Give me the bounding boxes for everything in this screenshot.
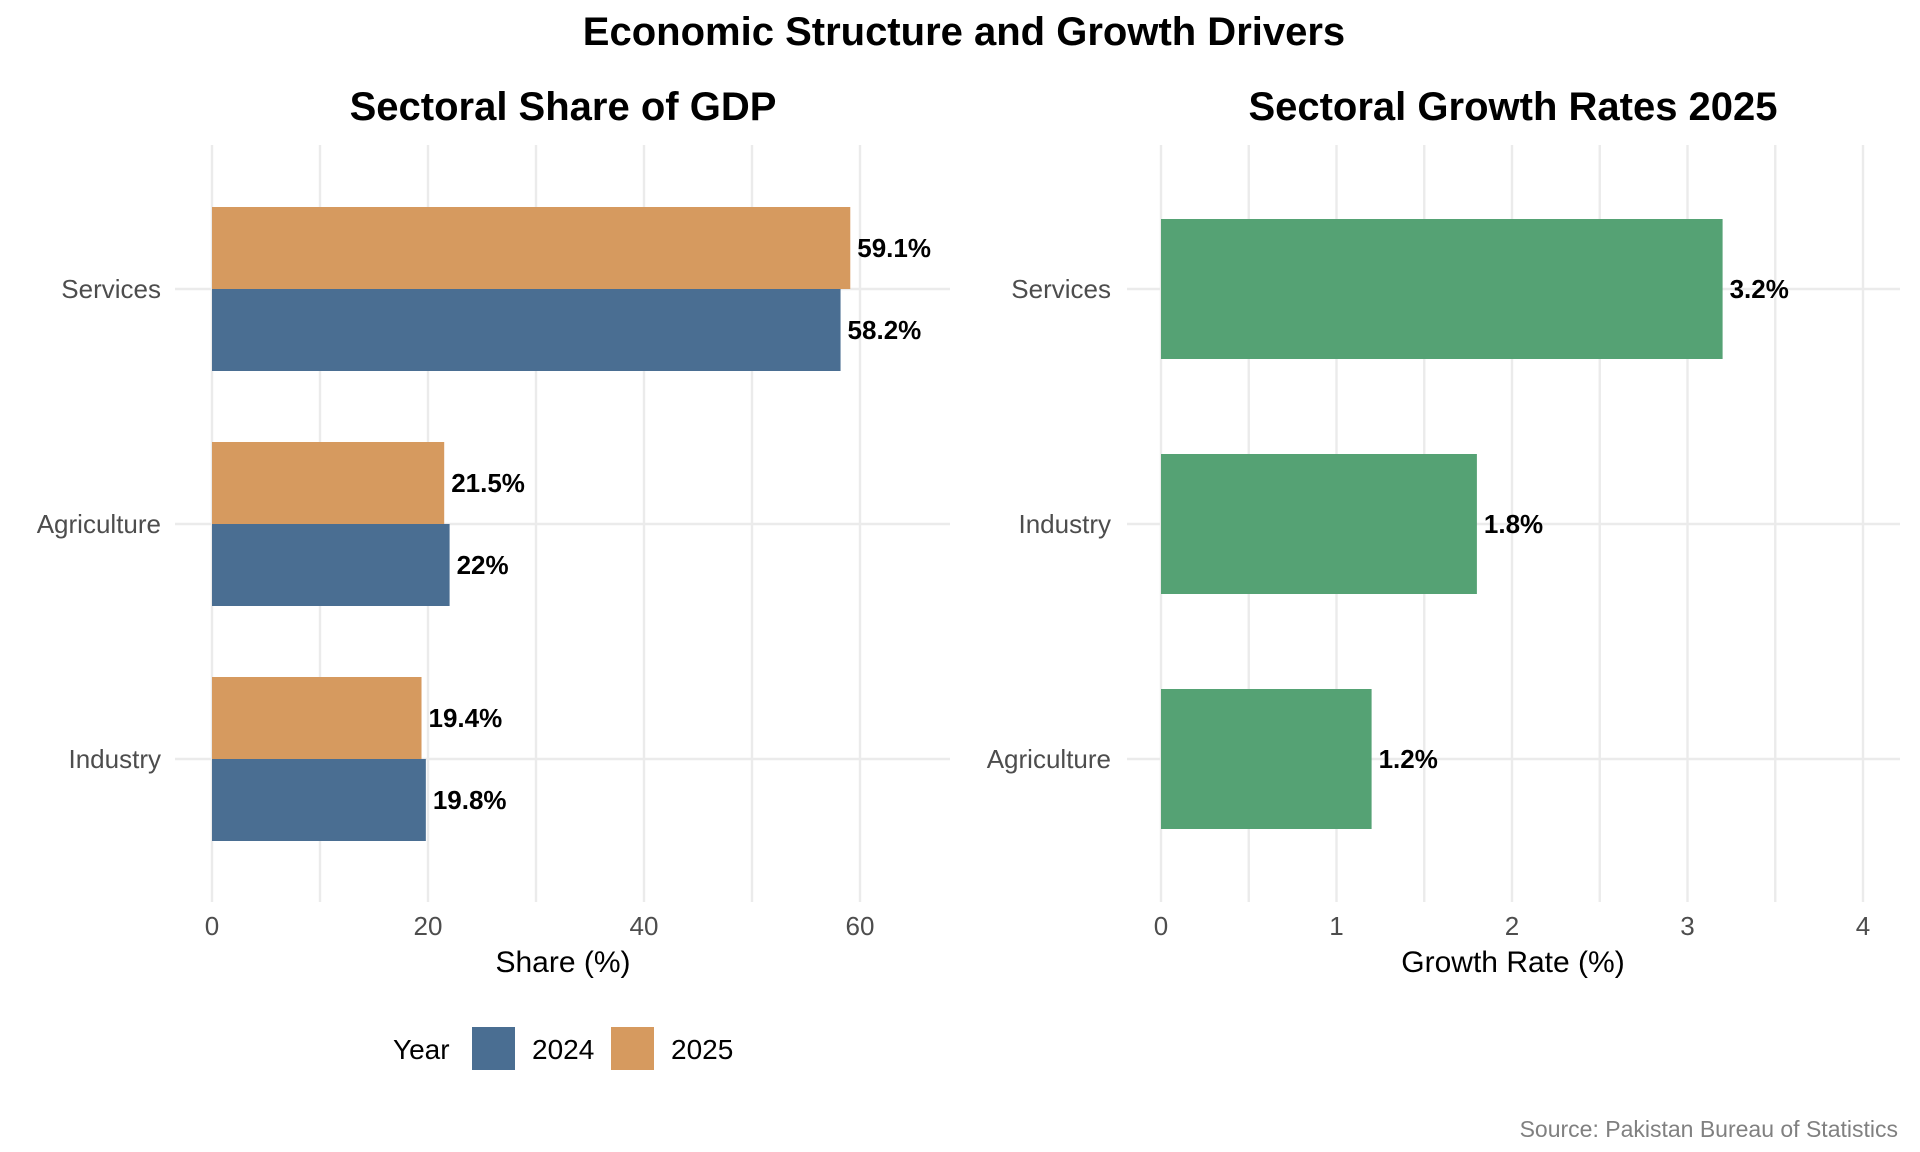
growth-value-label-services: 3.2%: [1730, 274, 1789, 304]
share-x-tick-label: 60: [846, 911, 875, 941]
share-x-axis-title: Share (%): [495, 946, 630, 979]
share-y-tick-label-agriculture: Agriculture: [37, 509, 161, 539]
growth-x-tick-label: 2: [1505, 911, 1519, 941]
growth-y-tick-label-services: Services: [1011, 274, 1111, 304]
growth-panel-title: Sectoral Growth Rates 2025: [1248, 85, 1777, 129]
growth-value-label-agriculture: 1.2%: [1379, 744, 1438, 774]
legend-label-2024: 2024: [532, 1034, 594, 1065]
growth-y-tick-label-industry: Industry: [1019, 509, 1112, 539]
share-y-tick-label-industry: Industry: [69, 744, 162, 774]
figure-title: Economic Structure and Growth Drivers: [583, 10, 1345, 54]
share-panel-title: Sectoral Share of GDP: [350, 85, 777, 129]
growth-panel: Sectoral Growth Rates 2025 3.2%1.8%1.2% …: [987, 85, 1900, 979]
share-value-label-services-2025: 59.1%: [857, 233, 931, 263]
share-value-label-services-2024: 58.2%: [848, 315, 922, 345]
share-bar-services-2024: [212, 289, 841, 371]
legend-swatch-2024: [472, 1027, 515, 1070]
share-value-label-agriculture-2024: 22%: [457, 550, 509, 580]
legend-label-2025: 2025: [671, 1034, 733, 1065]
growth-x-tick-label: 1: [1329, 911, 1343, 941]
legend-swatch-2025: [611, 1027, 654, 1070]
share-bar-industry-2024: [212, 759, 426, 841]
share-panel: Sectoral Share of GDP 58.2% 59.1% 22% 21.5%…: [37, 85, 950, 979]
share-bar-industry-2025: [212, 677, 422, 759]
growth-bar-services: [1161, 219, 1723, 359]
share-value-label-industry-2025: 19.4%: [429, 703, 503, 733]
growth-x-tick-label: 4: [1856, 911, 1870, 941]
share-bar-agriculture-2024: [212, 524, 450, 606]
share-value-label-industry-2024: 19.8%: [433, 785, 507, 815]
growth-y-tick-label-agriculture: Agriculture: [987, 744, 1111, 774]
share-x-tick-label: 20: [414, 911, 443, 941]
growth-x-tick-label: 0: [1154, 911, 1168, 941]
source-caption: Source: Pakistan Bureau of Statistics: [1520, 1116, 1898, 1142]
share-bar-agriculture-2025: [212, 442, 445, 524]
growth-bar-industry: [1161, 454, 1477, 594]
growth-x-tick-label: 3: [1680, 911, 1694, 941]
share-x-tick-label: 0: [205, 911, 219, 941]
share-x-tick-label: 40: [630, 911, 659, 941]
growth-bar-agriculture: [1161, 689, 1372, 829]
share-y-tick-label-services: Services: [61, 274, 161, 304]
legend-title: Year: [393, 1034, 450, 1065]
legend: Year 2024 2025: [393, 1027, 733, 1070]
growth-value-label-industry: 1.8%: [1484, 509, 1543, 539]
share-bar-services-2025: [212, 207, 851, 289]
growth-x-axis-title: Growth Rate (%): [1401, 946, 1624, 979]
share-value-label-agriculture-2025: 21.5%: [451, 468, 525, 498]
